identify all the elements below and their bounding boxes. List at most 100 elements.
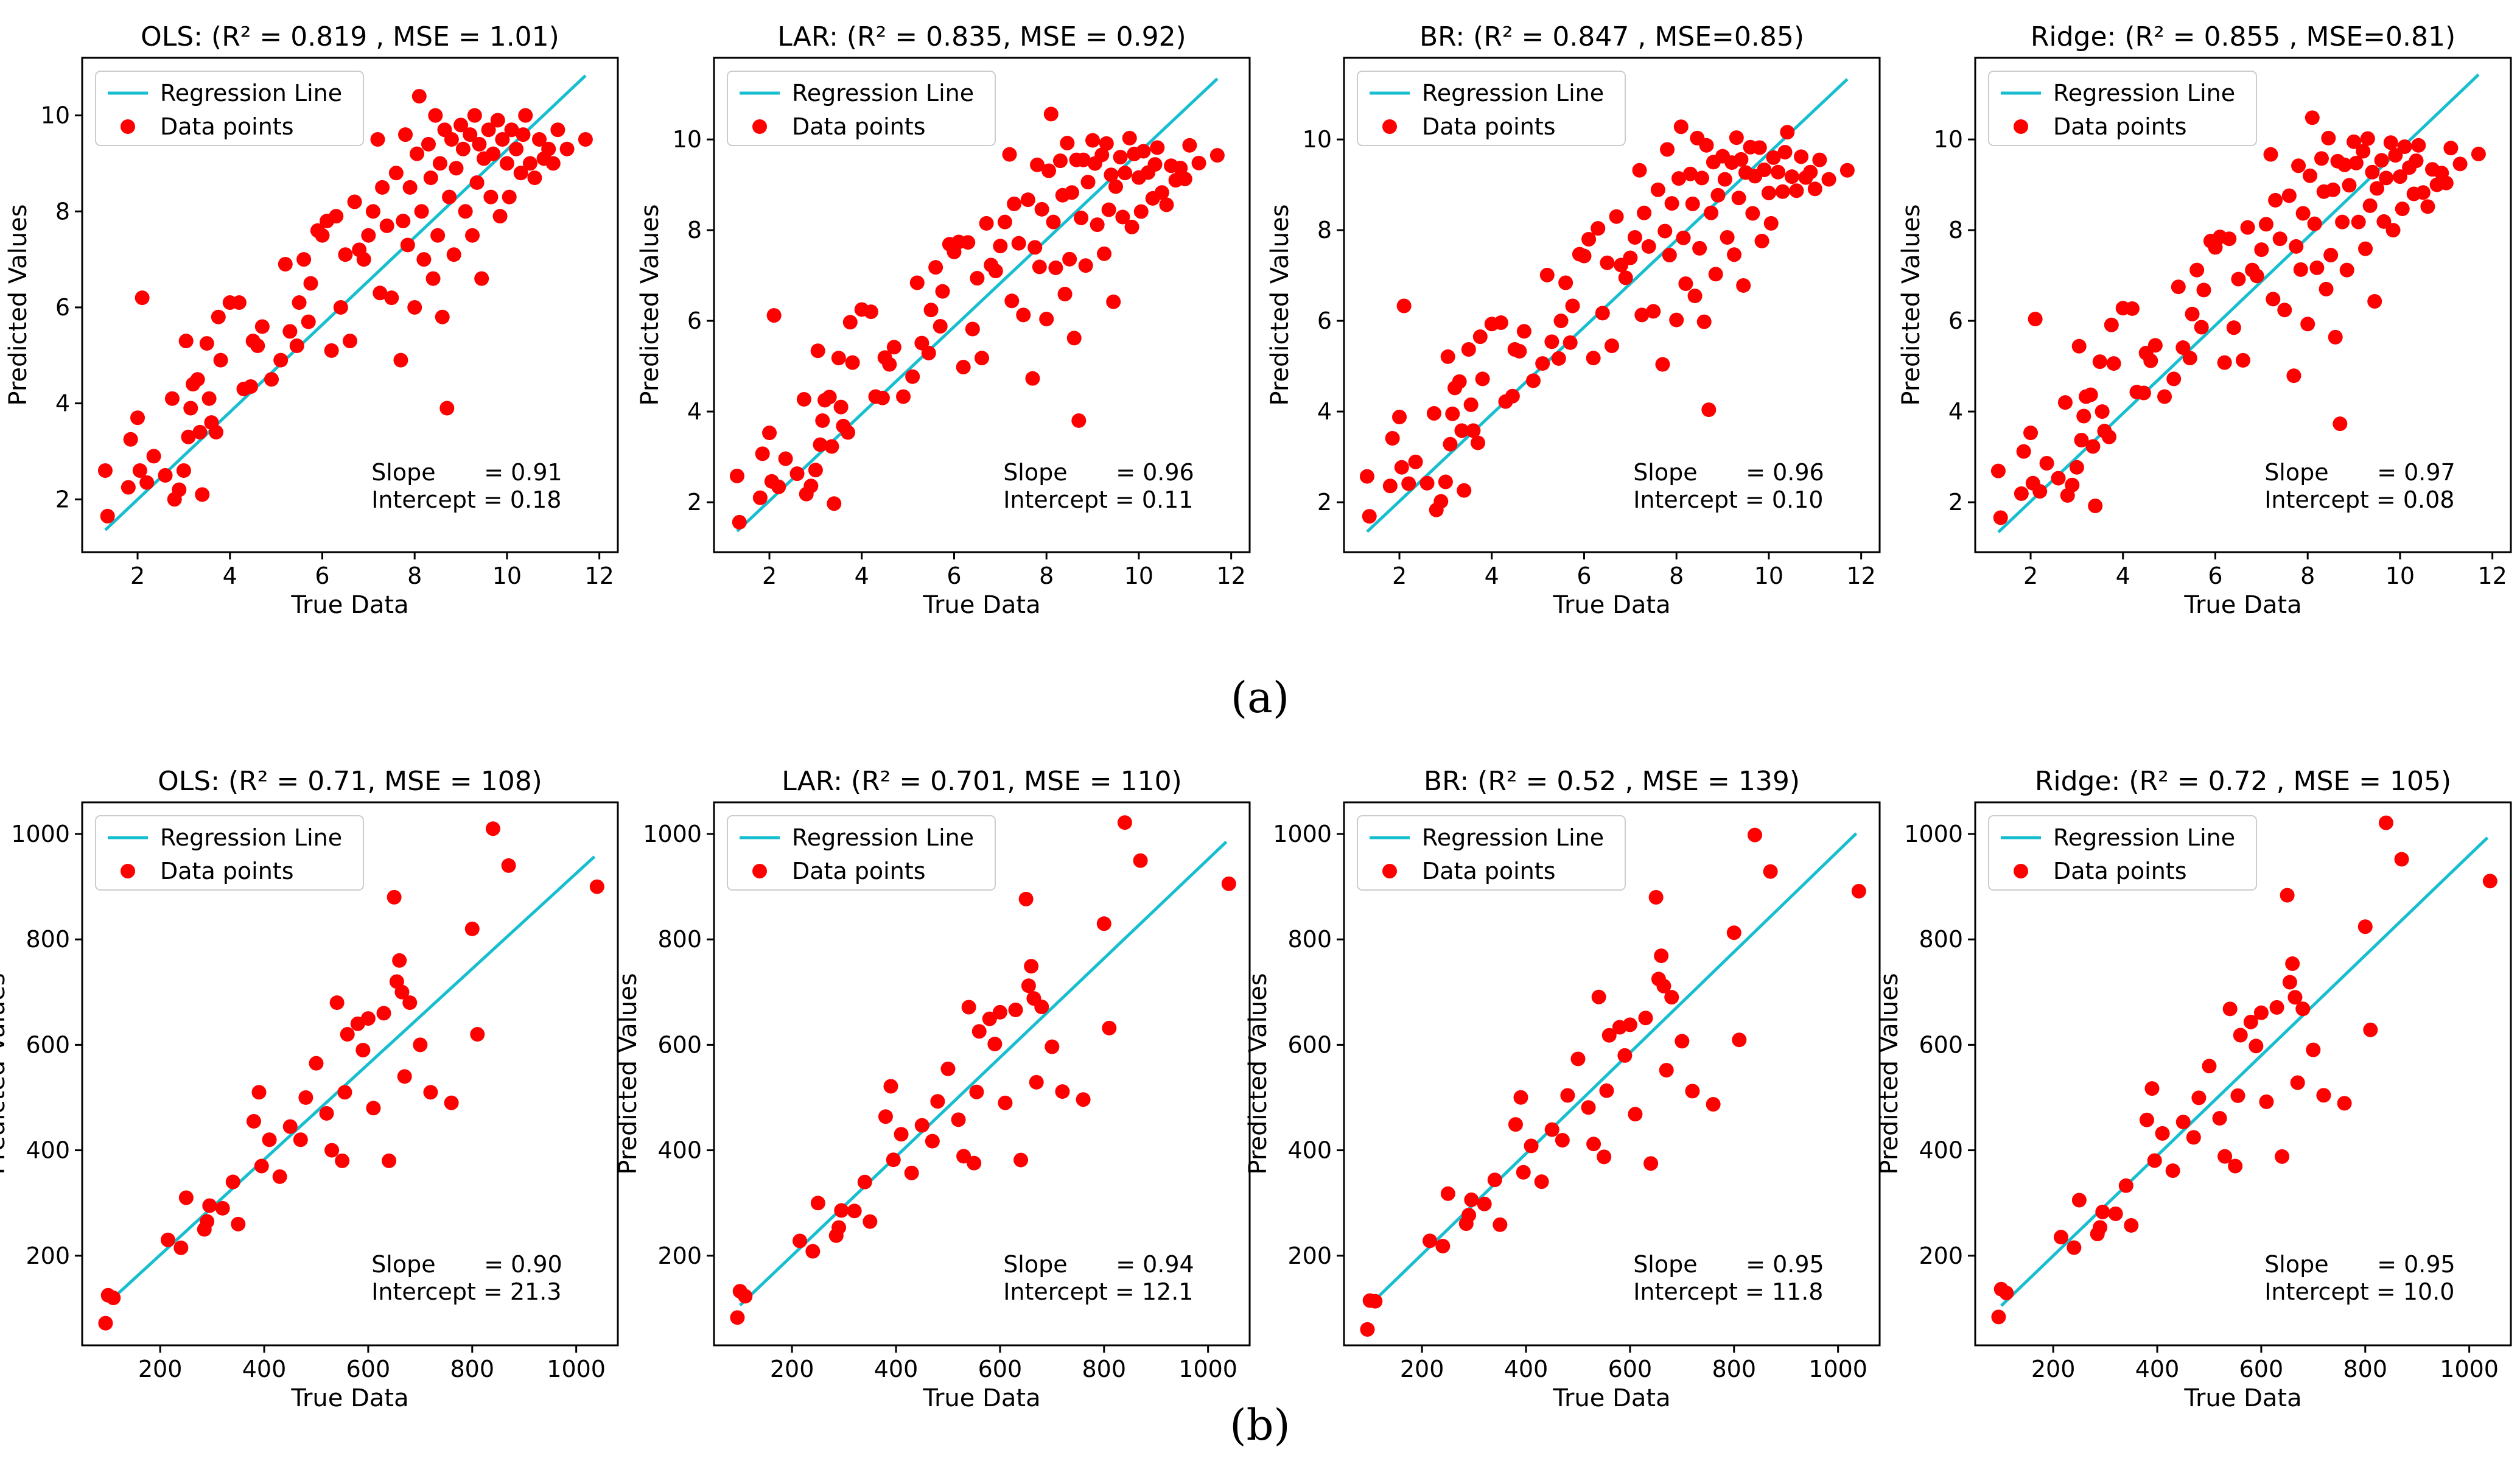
x-tick-label: 2: [130, 562, 145, 589]
data-point: [1078, 258, 1093, 273]
data-point: [464, 921, 480, 936]
data-point: [1516, 1165, 1531, 1180]
data-point: [1041, 163, 1056, 178]
data-point: [2222, 231, 2237, 247]
data-point: [251, 1085, 267, 1100]
data-point: [1675, 1034, 1690, 1049]
data-point: [2379, 170, 2394, 186]
data-point: [1102, 1020, 1117, 1035]
data-point: [1096, 916, 1111, 931]
data-point: [481, 122, 496, 138]
data-point: [1628, 1107, 1643, 1122]
data-point: [2337, 1096, 2352, 1111]
data-point: [2268, 192, 2283, 208]
data-point: [2144, 1081, 2160, 1096]
y-tick-label: 400: [657, 1137, 702, 1164]
legend-box: [727, 815, 996, 891]
data-point: [2319, 281, 2334, 296]
data-point: [1076, 152, 1091, 167]
data-point: [752, 490, 768, 505]
data-point: [1016, 307, 1031, 323]
data-point: [2057, 395, 2073, 410]
data-point: [485, 821, 500, 836]
data-point: [465, 228, 480, 243]
regression-line: [107, 855, 596, 1304]
data-point: [2415, 185, 2431, 200]
data-point: [1752, 140, 1767, 155]
data-point: [1472, 329, 1488, 345]
data-point: [1018, 891, 1034, 906]
legend-points-label: Data points: [792, 113, 926, 140]
data-point: [1535, 356, 1550, 371]
data-point: [192, 424, 208, 440]
data-point: [967, 1155, 982, 1171]
x-tick-label: 12: [1846, 562, 1875, 589]
x-tick-label: 6: [1577, 562, 1591, 589]
data-point: [435, 309, 450, 324]
data-point: [1526, 373, 1541, 388]
data-point: [490, 113, 505, 128]
data-point: [382, 1153, 397, 1168]
data-point: [1512, 343, 1527, 359]
x-tick-label: 2: [1392, 562, 1407, 589]
data-point: [1360, 1322, 1375, 1337]
data-point: [365, 204, 380, 219]
data-point: [1493, 1217, 1508, 1232]
data-point: [158, 468, 173, 483]
intercept-value: Intercept = 0.08: [2264, 486, 2454, 513]
y-tick-label: 6: [55, 294, 70, 321]
x-tick-label: 4: [1485, 562, 1499, 589]
data-point: [1729, 130, 1744, 145]
data-point: [956, 360, 971, 375]
data-point: [1115, 209, 1130, 225]
data-point: [273, 352, 289, 368]
data-point: [495, 132, 510, 147]
data-point: [1440, 1186, 1455, 1201]
data-point: [2282, 975, 2297, 990]
data-point: [831, 1220, 847, 1235]
x-tick-label: 200: [1400, 1356, 1444, 1382]
data-point: [1508, 1117, 1523, 1132]
chart-title: LAR: (R² = 0.835, MSE = 0.92): [777, 21, 1186, 52]
data-point: [1766, 150, 1781, 165]
data-point: [1539, 267, 1555, 282]
chart-title: BR: (R² = 0.847 , MSE=0.85): [1419, 21, 1804, 52]
data-point: [896, 389, 911, 404]
chart-title: BR: (R² = 0.52 , MSE = 139): [1424, 766, 1800, 797]
data-point: [1133, 204, 1149, 219]
data-point: [2328, 329, 2343, 345]
data-point: [2143, 353, 2158, 368]
legend-line-label: Regression Line: [1422, 80, 1604, 107]
data-point: [1692, 240, 1707, 256]
data-point: [1659, 1063, 1674, 1078]
data-point: [100, 508, 115, 524]
y-tick-label: 1000: [1273, 821, 1332, 847]
data-point: [231, 295, 247, 310]
data-point: [1080, 175, 1096, 190]
y-tick-label: 8: [55, 198, 70, 225]
data-point: [1493, 315, 1508, 331]
data-point: [1433, 494, 1449, 509]
data-point: [863, 1214, 878, 1229]
chart-title: Ridge: (R² = 0.855 , MSE=0.81): [2031, 21, 2455, 52]
x-tick-label: 1000: [2440, 1356, 2499, 1382]
data-point: [878, 1109, 893, 1124]
data-point: [1457, 483, 1472, 498]
data-point: [416, 252, 432, 267]
data-point: [402, 995, 418, 1011]
data-point: [1452, 374, 1467, 389]
data-point: [1669, 312, 1684, 328]
data-point: [935, 284, 950, 299]
y-tick-label: 8: [687, 217, 702, 244]
data-point: [1732, 1032, 1747, 1048]
data-point: [123, 432, 138, 447]
data-point: [2189, 262, 2205, 278]
x-tick-label: 4: [855, 562, 869, 589]
y-tick-label: 2: [1317, 489, 1332, 516]
data-point: [2258, 217, 2273, 232]
data-point: [282, 1119, 298, 1134]
data-point: [1090, 217, 1105, 233]
data-point: [1555, 1133, 1570, 1148]
data-point: [425, 271, 441, 286]
